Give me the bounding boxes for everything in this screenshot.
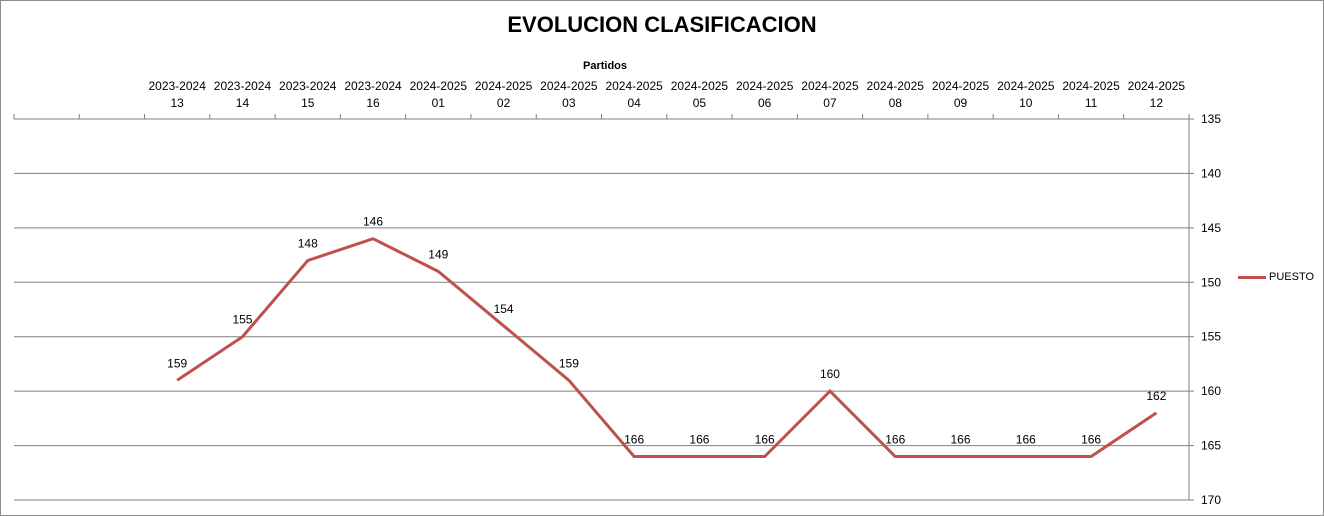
- x-tick-label-match-12: 07: [823, 96, 837, 110]
- x-tick-label-match-17: 12: [1150, 96, 1164, 110]
- data-label-16: 166: [1081, 432, 1101, 446]
- x-tick-label-season-11: 2024-2025: [736, 79, 794, 93]
- y-tick-label-155: 155: [1201, 330, 1221, 344]
- x-tick-label-season-10: 2024-2025: [671, 79, 729, 93]
- x-tick-label-season-4: 2023-2024: [279, 79, 337, 93]
- x-tick-label-match-9: 04: [627, 96, 641, 110]
- data-label-8: 159: [559, 356, 579, 370]
- data-label-9: 166: [624, 432, 644, 446]
- data-label-5: 146: [363, 215, 383, 229]
- x-tick-label-match-2: 13: [171, 96, 185, 110]
- x-tick-label-match-6: 01: [432, 96, 446, 110]
- legend-label: PUESTO: [1269, 271, 1315, 283]
- x-tick-label-season-9: 2024-2025: [605, 79, 663, 93]
- data-label-4: 148: [298, 237, 318, 251]
- x-tick-label-season-5: 2023-2024: [344, 79, 402, 93]
- y-tick-label-170: 170: [1201, 493, 1221, 507]
- x-tick-label-season-3: 2023-2024: [214, 79, 272, 93]
- data-label-7: 154: [494, 302, 514, 316]
- data-label-3: 155: [232, 313, 252, 327]
- data-label-6: 149: [428, 247, 448, 261]
- y-tick-label-140: 140: [1201, 166, 1221, 180]
- y-tick-label-145: 145: [1201, 221, 1221, 235]
- x-tick-label-season-13: 2024-2025: [867, 79, 925, 93]
- data-label-12: 160: [820, 367, 840, 381]
- data-label-13: 166: [885, 432, 905, 446]
- x-tick-label-season-14: 2024-2025: [932, 79, 990, 93]
- x-tick-label-season-2: 2023-2024: [148, 79, 206, 93]
- x-tick-label-season-12: 2024-2025: [801, 79, 859, 93]
- x-tick-label-match-14: 09: [954, 96, 968, 110]
- x-axis-label: Partidos: [582, 60, 627, 72]
- data-label-17: 162: [1146, 389, 1166, 403]
- y-tick-label-150: 150: [1201, 275, 1221, 289]
- data-label-2: 159: [167, 356, 187, 370]
- x-tick-label-season-17: 2024-2025: [1128, 79, 1186, 93]
- x-tick-label-match-3: 14: [236, 96, 250, 110]
- x-tick-label-match-15: 10: [1019, 96, 1033, 110]
- x-tick-label-season-7: 2024-2025: [475, 79, 533, 93]
- x-tick-label-season-15: 2024-2025: [997, 79, 1055, 93]
- data-label-11: 166: [755, 432, 775, 446]
- data-label-14: 166: [951, 432, 971, 446]
- legend-swatch: [1238, 275, 1266, 279]
- y-tick-label-160: 160: [1201, 384, 1221, 398]
- x-tick-label-match-8: 03: [562, 96, 576, 110]
- chart-title: EVOLUCION CLASIFICACION: [507, 12, 817, 37]
- x-tick-label-match-16: 11: [1085, 96, 1098, 110]
- x-tick-label-season-6: 2024-2025: [410, 79, 468, 93]
- series-line-0: [176, 237, 1158, 458]
- x-tick-label-match-10: 05: [693, 96, 707, 110]
- legend: PUESTO: [1238, 271, 1314, 283]
- x-tick-label-match-5: 16: [366, 96, 380, 110]
- x-tick-label-season-16: 2024-2025: [1062, 79, 1120, 93]
- y-tick-label-165: 165: [1201, 439, 1221, 453]
- x-tick-label-match-11: 06: [758, 96, 772, 110]
- x-tick-label-match-7: 02: [497, 96, 511, 110]
- x-tick-label-match-13: 08: [889, 96, 903, 110]
- y-tick-label-135: 135: [1201, 112, 1221, 126]
- x-tick-label-match-4: 15: [301, 96, 315, 110]
- data-label-10: 166: [689, 432, 709, 446]
- data-label-15: 166: [1016, 432, 1036, 446]
- x-tick-label-season-8: 2024-2025: [540, 79, 598, 93]
